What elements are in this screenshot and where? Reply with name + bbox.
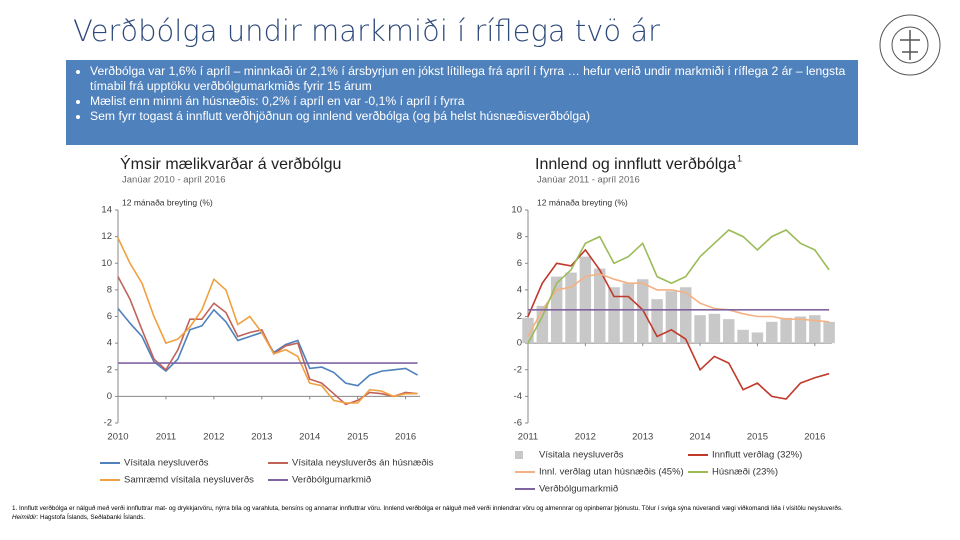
- bar: [823, 321, 835, 344]
- y-tick-label: 12: [101, 231, 112, 242]
- y-tick-label: 10: [101, 258, 112, 269]
- footnote: 1. Innflutt verðbólga er nálguð með verð…: [12, 505, 843, 512]
- logo: [879, 14, 941, 76]
- legend-label: Vísitala neysluverðs: [124, 458, 209, 469]
- source-line: Heimildir: Hagstofa Íslands, Seðlabanki …: [12, 514, 932, 523]
- y-tick-label: 4: [107, 338, 112, 349]
- y-tick-label: 8: [107, 284, 112, 295]
- y-axis-label: 12 mánaða breyting (%): [537, 197, 628, 207]
- bar: [809, 315, 821, 344]
- x-tick-label: 2012: [203, 432, 224, 443]
- series-line: [117, 276, 418, 406]
- chart-subtitle: Janúar 2011 - apríl 2016: [537, 175, 640, 186]
- source: Hagstofa Íslands, Seðlabanki Íslands.: [40, 513, 146, 521]
- y-tick-label: 6: [517, 258, 522, 269]
- x-tick-label: 2013: [632, 432, 653, 443]
- bar: [565, 272, 577, 344]
- y-axis-label: 12 mánaða breyting (%): [122, 197, 213, 207]
- y-tick-label: -4: [514, 391, 522, 402]
- legend-label: Vísitala neysluverðs: [539, 450, 624, 461]
- y-tick-label: 4: [517, 284, 522, 295]
- y-tick-label: 14: [101, 205, 112, 216]
- series-line: [527, 229, 830, 344]
- bullet: Verðbólga var 1,6% í apríl – minnkaði úr…: [90, 64, 848, 94]
- series-line: [117, 237, 418, 404]
- y-tick-label: -2: [104, 418, 112, 429]
- bar: [751, 332, 764, 344]
- y-tick-label: 2: [107, 364, 112, 375]
- footnote-block: 1. Innflutt verðbólga er nálguð með verð…: [12, 505, 932, 522]
- title-note: 1: [737, 153, 742, 163]
- legend-label: Innl. verðlag utan húsnæðis (45%): [539, 467, 684, 478]
- y-tick-label: 0: [517, 338, 522, 349]
- legend-label: Verðbólgumarkmið: [539, 484, 618, 495]
- legend-label: Vísitala neysluverðs án húsnæðis: [292, 458, 434, 469]
- bar: [680, 287, 692, 344]
- legend-label: Húsnæði (23%): [712, 467, 778, 478]
- legend-label: Innflutt verðlag (32%): [712, 450, 802, 461]
- series-line: [527, 273, 830, 337]
- bar: [723, 319, 735, 344]
- x-tick-label: 2015: [747, 432, 768, 443]
- x-tick-label: 2010: [107, 432, 128, 443]
- y-tick-label: 8: [517, 231, 522, 242]
- chart-title: Ýmsir mælikvarðar á verðbólgu: [120, 154, 341, 173]
- y-tick-label: 6: [107, 311, 112, 322]
- x-tick-label: 2016: [804, 432, 825, 443]
- bar: [579, 256, 592, 344]
- x-tick-label: 2011: [156, 432, 176, 443]
- bar: [708, 313, 721, 344]
- x-tick-label: 2016: [395, 432, 416, 443]
- bar: [536, 305, 549, 344]
- x-tick-label: 2011: [518, 432, 538, 443]
- bullet: Sem fyrr togast á innflutt verðhjöðnun o…: [90, 109, 848, 124]
- series-line: [117, 307, 418, 387]
- bar: [694, 315, 706, 344]
- y-tick-label: 10: [511, 205, 522, 216]
- bullet: Mælist enn minni án húsnæðis: 0,2% í apr…: [90, 94, 848, 109]
- y-tick-label: 0: [107, 391, 112, 402]
- x-tick-label: 2015: [347, 432, 368, 443]
- bar: [522, 317, 534, 344]
- bar: [608, 287, 620, 344]
- bar: [665, 291, 678, 344]
- bar: [737, 329, 749, 344]
- x-tick-label: 2012: [575, 432, 596, 443]
- chart-subtitle: Janúar 2010 - apríl 2016: [122, 175, 226, 186]
- legend-swatch: [515, 451, 523, 459]
- chart-title: Innlend og innflutt verðbólga: [535, 156, 736, 173]
- bullet-box: Verðbólga var 1,6% í apríl – minnkaði úr…: [66, 60, 858, 145]
- y-tick-label: -2: [514, 364, 522, 375]
- x-tick-label: 2013: [251, 432, 272, 443]
- bar: [622, 283, 635, 344]
- bar: [651, 299, 663, 344]
- x-tick-label: 2014: [690, 432, 711, 443]
- slide-title: Verðbólga undir markmiði í ríflega tvö á…: [73, 14, 661, 48]
- bar: [794, 316, 807, 344]
- legend-label: Samræmd vísitala neysluverðs: [124, 475, 254, 486]
- x-tick-label: 2014: [299, 432, 320, 443]
- source-label: Heimildir:: [12, 513, 39, 521]
- bar: [766, 321, 778, 344]
- bar: [593, 268, 606, 344]
- legend-label: Verðbólgumarkmið: [292, 475, 371, 486]
- y-tick-label: -6: [514, 418, 522, 429]
- y-tick-label: 2: [517, 311, 522, 322]
- bar: [780, 317, 792, 344]
